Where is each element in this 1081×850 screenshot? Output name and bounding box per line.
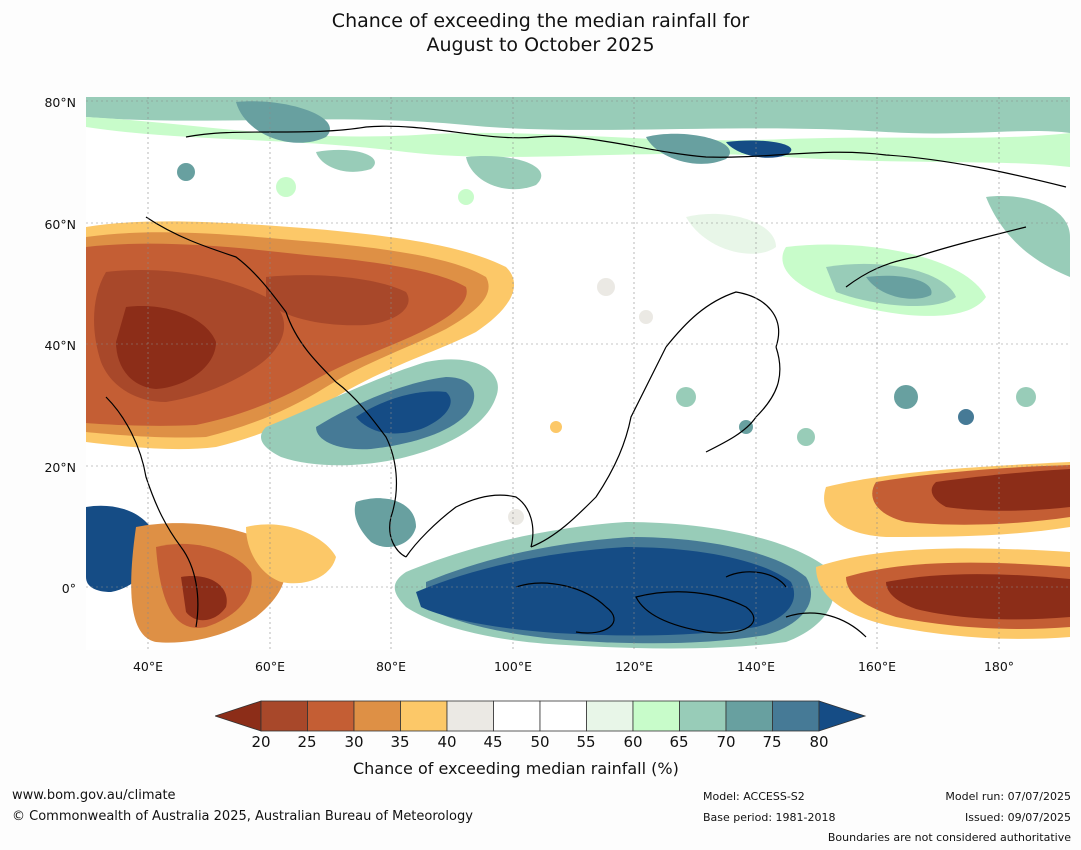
base-period: Base period: 1981-2018	[703, 811, 836, 824]
lon-label-120e: 120°E	[614, 659, 653, 674]
map-field-north	[86, 97, 1070, 316]
colorbar-bin-40-45	[446, 700, 494, 732]
colorbar-bin-45-50	[493, 700, 541, 732]
lon-label-100e: 100°E	[493, 659, 532, 674]
lat-label-60n: 60°N	[44, 217, 76, 232]
colorbar-tick-80: 80	[809, 733, 829, 751]
map-field-maritime-continent	[394, 522, 834, 649]
colorbar-arrow-low	[215, 700, 262, 732]
colorbar-bin-65-70	[679, 700, 727, 732]
boundaries-disclaimer: Boundaries are not considered authoritat…	[827, 831, 1071, 844]
model-name: Model: ACCESS-S2	[703, 790, 805, 803]
colorbar-tick-65: 65	[669, 733, 689, 751]
lat-label-0: 0°	[61, 581, 76, 596]
colorbar-bin-50-55	[539, 700, 587, 732]
bom-website-link[interactable]: www.bom.gov.au/climate	[12, 788, 176, 803]
lat-label-80n: 80°N	[44, 95, 76, 110]
colorbar-tick-20: 20	[251, 733, 271, 751]
lon-label-60e: 60°E	[254, 659, 286, 674]
colorbar-tick-50: 50	[530, 733, 550, 751]
lon-label-140e: 140°E	[736, 659, 775, 674]
colorbar-bin-60-65	[632, 700, 680, 732]
chart-title: Chance of exceeding the median rainfall …	[0, 9, 1081, 57]
model-run-date: Model run: 07/07/2025	[945, 790, 1071, 803]
colorbar	[215, 700, 867, 732]
map-coastlines	[105, 125, 1067, 638]
title-line-1: Chance of exceeding the median rainfall …	[331, 10, 750, 32]
lon-label-180: 180°	[983, 659, 1015, 674]
colorbar-tick-60: 60	[623, 733, 643, 751]
colorbar-tick-25: 25	[297, 733, 317, 751]
colorbar-tick-55: 55	[576, 733, 596, 751]
map-speckles	[177, 163, 1036, 525]
colorbar-tick-75: 75	[762, 733, 782, 751]
map-field-east-africa	[86, 505, 336, 643]
map-graticule	[86, 97, 1070, 650]
lon-label-80e: 80°E	[375, 659, 407, 674]
colorbar-tick-70: 70	[716, 733, 736, 751]
colorbar-bin-20-25	[260, 700, 308, 732]
colorbar-arrow-high	[818, 700, 867, 732]
lon-label-160e: 160°E	[857, 659, 896, 674]
lat-label-40n: 40°N	[44, 338, 76, 353]
issued-date: Issued: 09/07/2025	[964, 811, 1071, 824]
colorbar-tick-30: 30	[344, 733, 364, 751]
title-line-2: August to October 2025	[426, 34, 655, 56]
colorbar-bin-35-40	[400, 700, 448, 732]
colorbar-bin-30-35	[353, 700, 401, 732]
colorbar-tick-35: 35	[390, 733, 410, 751]
colorbar-label: Chance of exceeding median rainfall (%)	[353, 759, 679, 778]
map-field-dry-west-asia	[86, 221, 515, 450]
colorbar-bin-75-80	[772, 700, 820, 732]
colorbar-tick-45: 45	[483, 733, 503, 751]
lat-label-20n: 20°N	[44, 460, 76, 475]
map-field-wet-south-asia	[261, 359, 498, 547]
lon-label-40e: 40°E	[132, 659, 164, 674]
colorbar-bin-25-30	[307, 700, 355, 732]
colorbar-bin-70-75	[725, 700, 773, 732]
colorbar-bin-55-60	[586, 700, 634, 732]
rainfall-probability-map	[86, 97, 1070, 650]
colorbar-tick-40: 40	[437, 733, 457, 751]
copyright-text: © Commonwealth of Australia 2025, Austra…	[12, 809, 473, 824]
map-field-pacific-dry	[816, 462, 1070, 639]
